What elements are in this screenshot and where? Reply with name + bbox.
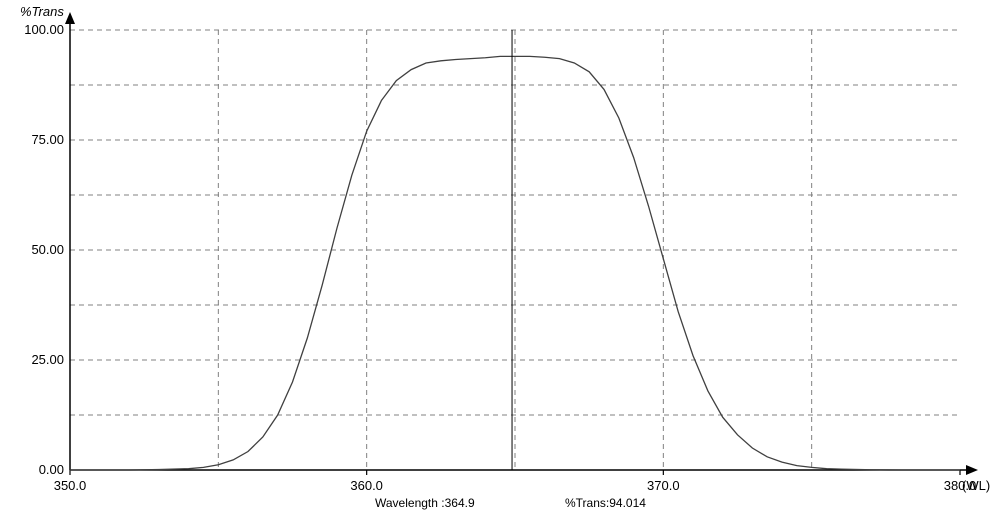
y-axis-title: %Trans bbox=[20, 4, 64, 19]
chart-svg bbox=[0, 0, 1000, 517]
wavelength-readout: Wavelength :364.9 bbox=[375, 496, 475, 510]
x-tick-label: 360.0 bbox=[342, 478, 392, 493]
x-tick-label: 380.0 bbox=[935, 478, 985, 493]
transmittance-curve bbox=[70, 56, 960, 470]
y-tick-label: 25.00 bbox=[14, 352, 64, 367]
y-tick-label: 75.00 bbox=[14, 132, 64, 147]
spectral-chart: %Trans (WL) 0.0025.0050.0075.00100.00 35… bbox=[0, 0, 1000, 517]
y-tick-label: 0.00 bbox=[14, 462, 64, 477]
y-tick-label: 100.00 bbox=[14, 22, 64, 37]
trans-readout: %Trans:94.014 bbox=[565, 496, 646, 510]
x-tick-label: 370.0 bbox=[638, 478, 688, 493]
y-tick-label: 50.00 bbox=[14, 242, 64, 257]
x-tick-label: 350.0 bbox=[45, 478, 95, 493]
